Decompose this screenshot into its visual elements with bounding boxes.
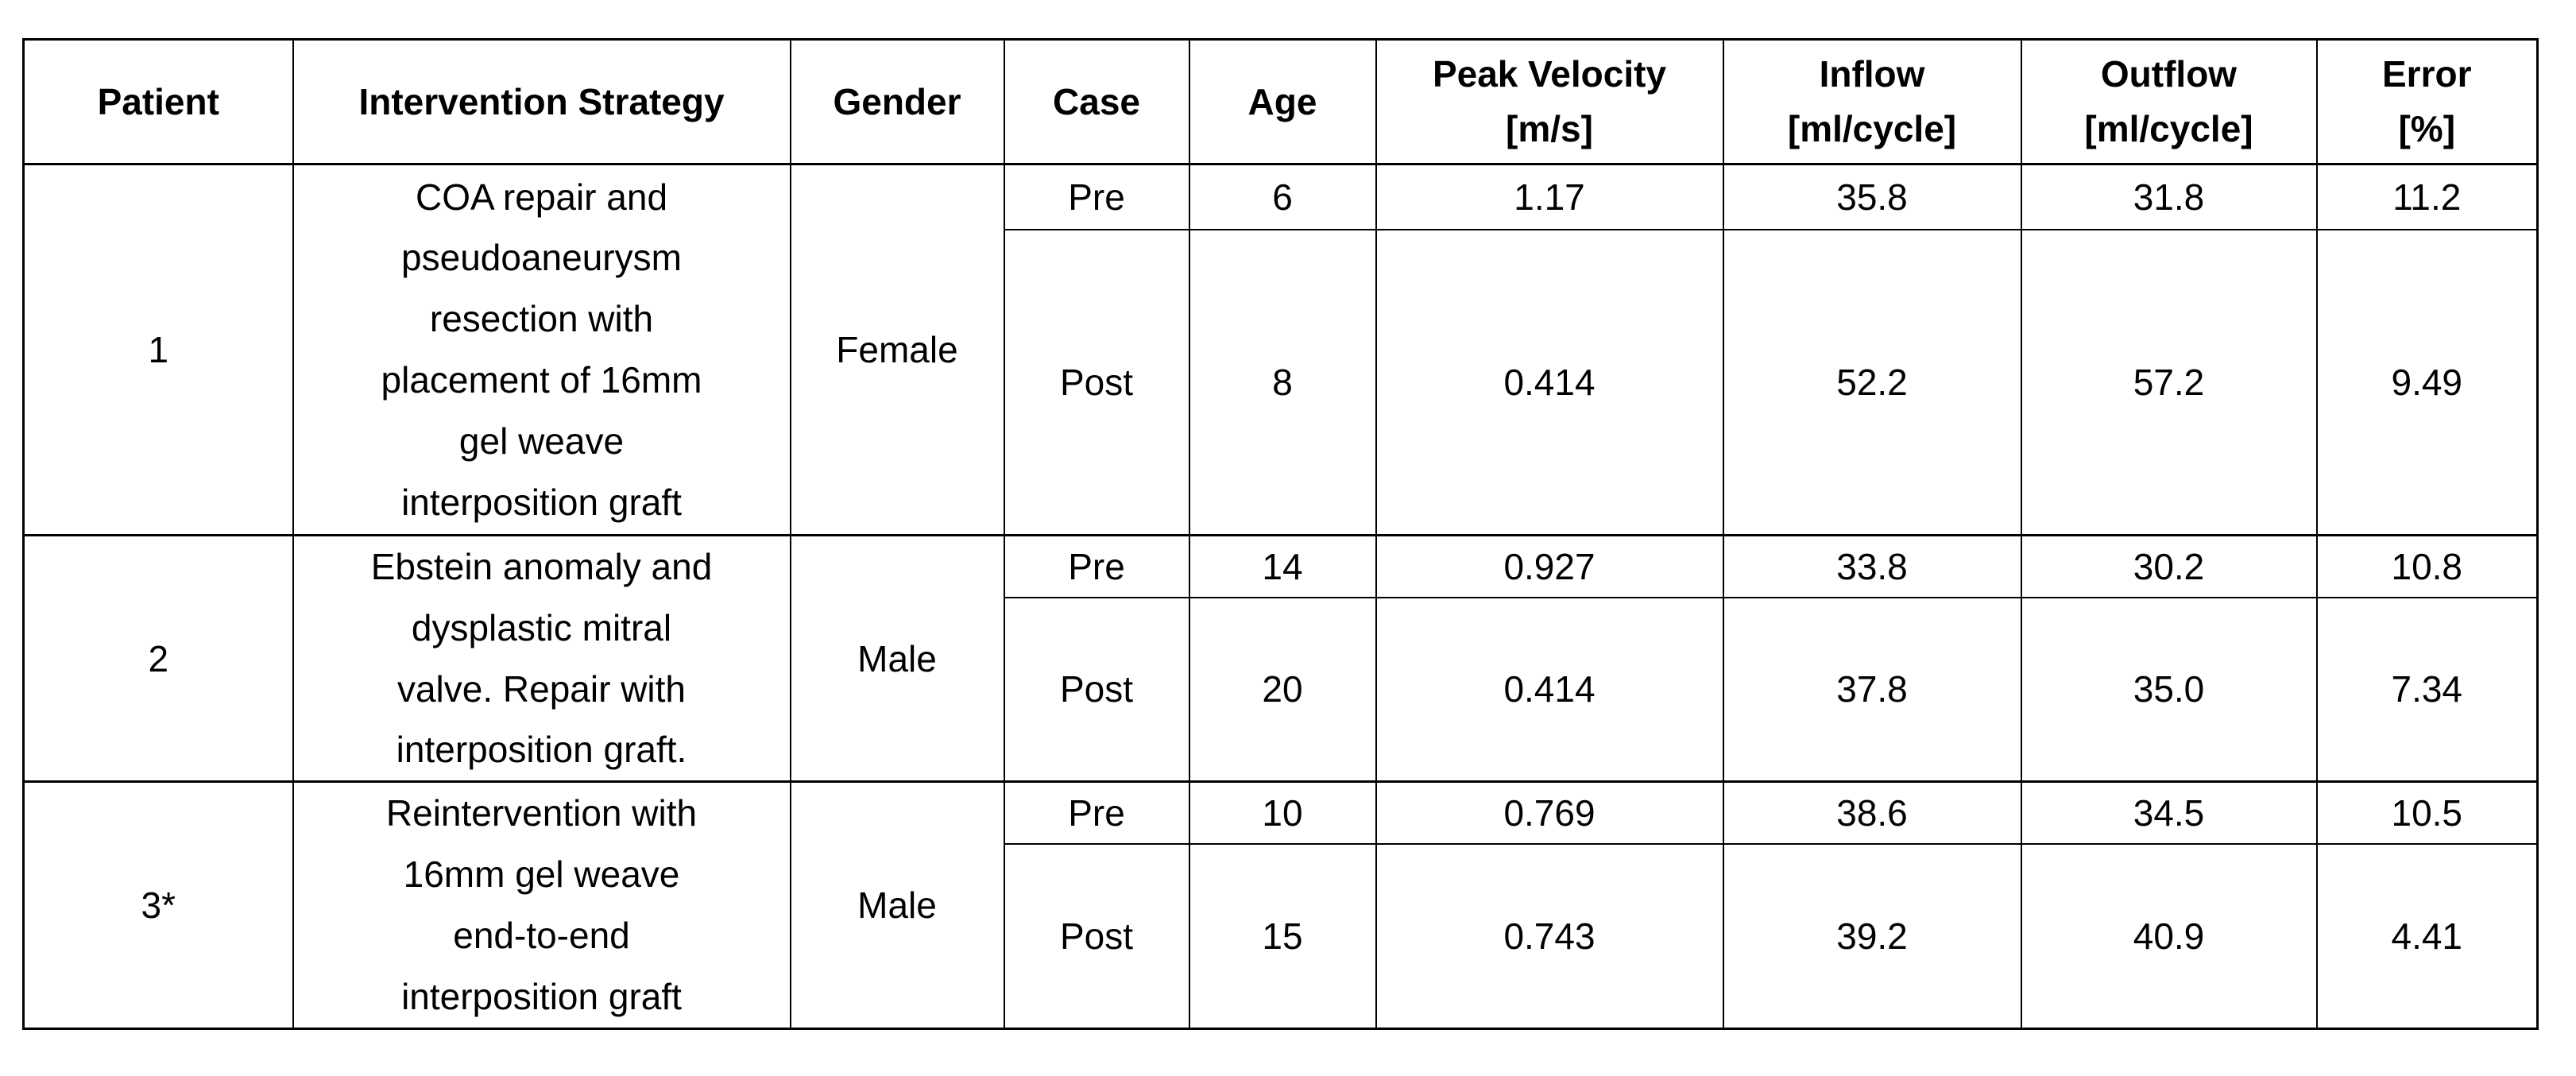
outflow-cell: 31.8 [2020, 163, 2318, 230]
gender-cell: Male [789, 534, 1005, 784]
peak-velocity-cell: 0.743 [1375, 842, 1724, 1030]
peak-velocity-cell: 0.927 [1375, 534, 1724, 598]
inflow-cell: 38.6 [1722, 780, 2022, 845]
header-row: Patient Intervention Strategy Gender Cas… [22, 38, 2539, 165]
error-cell: 9.49 [2315, 228, 2539, 536]
intervention-cell: Ebstein anomaly and dysplastic mitral va… [292, 534, 791, 784]
peak-velocity-cell: 0.769 [1375, 780, 1724, 845]
peak-velocity-cell: 0.414 [1375, 228, 1724, 536]
outflow-cell: 40.9 [2020, 842, 2318, 1030]
peak-velocity-cell: 1.17 [1375, 163, 1724, 230]
col-header-outflow: Outflow [ml/cycle] [2020, 38, 2318, 165]
case-cell: Post [1003, 842, 1190, 1030]
inflow-cell: 37.8 [1722, 596, 2022, 784]
col-header-patient: Patient [22, 38, 294, 165]
col-header-gender: Gender [789, 38, 1005, 165]
outflow-cell: 35.0 [2020, 596, 2318, 784]
age-cell: 20 [1188, 596, 1377, 784]
case-cell: Post [1003, 596, 1190, 784]
case-cell: Pre [1003, 163, 1190, 230]
age-cell: 15 [1188, 842, 1377, 1030]
intervention-cell: COA repair and pseudoaneurysm resection … [292, 163, 791, 536]
col-header-intervention-strategy: Intervention Strategy [292, 38, 791, 165]
patient-intervention-table: Patient Intervention Strategy Gender Cas… [22, 38, 2539, 1030]
patient-id-cell: 1 [22, 163, 294, 536]
table-row: 2 Ebstein anomaly and dysplastic mitral … [22, 534, 2539, 784]
inflow-cell: 35.8 [1722, 163, 2022, 230]
col-header-case: Case [1003, 38, 1190, 165]
error-cell: 4.41 [2315, 842, 2539, 1030]
inflow-cell: 52.2 [1722, 228, 2022, 536]
col-header-peak-velocity: Peak Velocity [m/s] [1375, 38, 1724, 165]
table-row: Post 8 0.414 52.2 57.2 9.49 [24, 228, 2539, 536]
outflow-cell: 34.5 [2020, 780, 2318, 845]
table-row: 3* Reintervention with 16mm gel weave en… [22, 780, 2539, 1030]
table-row: 1 COA repair and pseudoaneurysm resectio… [22, 163, 2539, 536]
gender-cell: Male [789, 780, 1005, 1030]
age-cell: 6 [1188, 163, 1377, 230]
age-cell: 8 [1188, 228, 1377, 536]
peak-velocity-cell: 0.414 [1375, 596, 1724, 784]
patient-id-cell: 3* [22, 780, 294, 1030]
intervention-cell: Reintervention with 16mm gel weave end-t… [292, 780, 791, 1030]
patient-id-cell: 2 [22, 534, 294, 784]
outflow-cell: 30.2 [2020, 534, 2318, 598]
col-header-error: Error [%] [2315, 38, 2539, 165]
age-cell: 14 [1188, 534, 1377, 598]
case-cell: Pre [1003, 780, 1190, 845]
case-cell: Pre [1003, 534, 1190, 598]
age-cell: 10 [1188, 780, 1377, 845]
table-row: Post 20 0.414 37.8 35.0 7.34 [24, 596, 2539, 784]
error-cell: 7.34 [2315, 596, 2539, 784]
table-row: Post 15 0.743 39.2 40.9 4.41 [24, 842, 2539, 1030]
inflow-cell: 39.2 [1722, 842, 2022, 1030]
outflow-cell: 57.2 [2020, 228, 2318, 536]
error-cell: 10.8 [2315, 534, 2539, 598]
gender-cell: Female [789, 163, 1005, 536]
inflow-cell: 33.8 [1722, 534, 2022, 598]
col-header-inflow: Inflow [ml/cycle] [1722, 38, 2022, 165]
error-cell: 10.5 [2315, 780, 2539, 845]
case-cell: Post [1003, 228, 1190, 536]
error-cell: 11.2 [2315, 163, 2539, 230]
col-header-age: Age [1188, 38, 1377, 165]
